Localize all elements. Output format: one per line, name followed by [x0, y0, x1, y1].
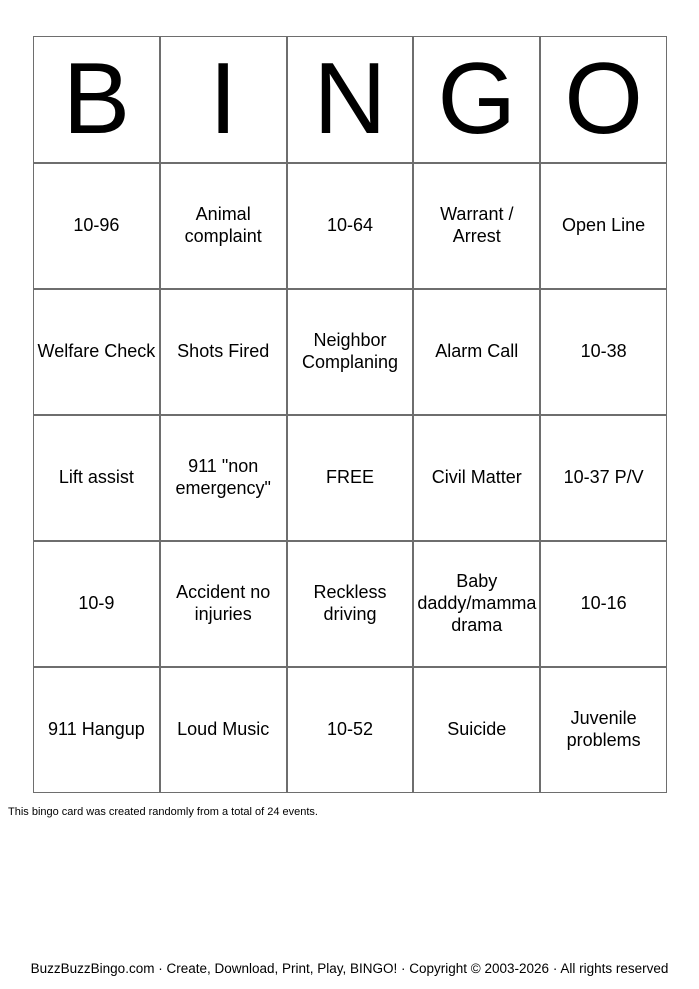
bingo-header-cell-i: I: [159, 36, 287, 163]
bingo-cell: Open Line: [540, 163, 667, 289]
site-copyright-footer: BuzzBuzzBingo.com · Create, Download, Pr…: [30, 961, 669, 976]
bingo-cell: Loud Music: [159, 667, 287, 793]
bingo-cell: Civil Matter: [413, 415, 541, 541]
bingo-cell: 10-52: [286, 667, 414, 793]
bingo-row: Lift assist 911 "non emergency" FREE Civ…: [33, 415, 667, 541]
bingo-cell: Warrant / Arrest: [413, 163, 541, 289]
bingo-row: 10-9 Accident no injuries Reckless drivi…: [33, 541, 667, 667]
bingo-cell: 10-9: [33, 541, 160, 667]
bingo-cell: Baby daddy/mamma drama: [413, 541, 541, 667]
bingo-cell: Neighbor Complaning: [286, 289, 414, 415]
bingo-row: Welfare Check Shots Fired Neighbor Compl…: [33, 289, 667, 415]
card-generation-note: This bingo card was created randomly fro…: [8, 806, 318, 818]
bingo-cell: Shots Fired: [159, 289, 287, 415]
bingo-cell: Animal complaint: [159, 163, 287, 289]
bingo-cell: 10-37 P/V: [540, 415, 667, 541]
bingo-cell: Alarm Call: [413, 289, 541, 415]
bingo-cell: Lift assist: [33, 415, 160, 541]
bingo-header-cell-o: O: [540, 36, 667, 163]
bingo-cell: 10-16: [540, 541, 667, 667]
bingo-cell: Juvenile problems: [540, 667, 667, 793]
bingo-cell: Welfare Check: [33, 289, 160, 415]
bingo-cell: 10-96: [33, 163, 160, 289]
bingo-cell-free: FREE: [286, 415, 414, 541]
bingo-cell: Suicide: [413, 667, 541, 793]
bingo-cell: Accident no injuries: [159, 541, 287, 667]
bingo-cell: 10-38: [540, 289, 667, 415]
bingo-cell: 10-64: [286, 163, 414, 289]
bingo-row: 911 Hangup Loud Music 10-52 Suicide Juve…: [33, 667, 667, 793]
bingo-cell: 911 "non emergency": [159, 415, 287, 541]
bingo-card-grid: B I N G O 10-96 Animal complaint 10-64 W…: [33, 36, 667, 793]
bingo-header-cell-n: N: [286, 36, 414, 163]
bingo-header-cell-b: B: [33, 36, 160, 163]
bingo-header-cell-g: G: [413, 36, 541, 163]
bingo-cell: Reckless driving: [286, 541, 414, 667]
bingo-header-row: B I N G O: [33, 36, 667, 163]
bingo-row: 10-96 Animal complaint 10-64 Warrant / A…: [33, 163, 667, 289]
bingo-cell: 911 Hangup: [33, 667, 160, 793]
